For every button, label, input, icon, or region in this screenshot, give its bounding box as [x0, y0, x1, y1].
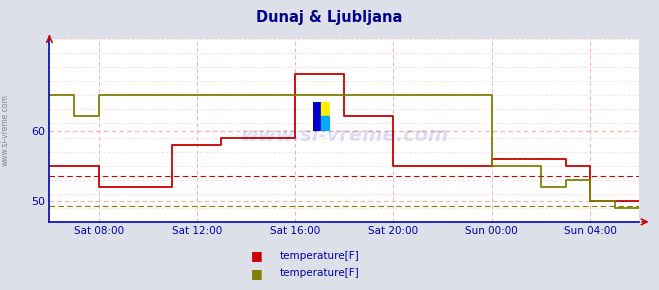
Text: www.si-vreme.com: www.si-vreme.com [240, 126, 449, 146]
Text: ■: ■ [251, 249, 263, 262]
Text: ■: ■ [251, 267, 263, 280]
Bar [313, 102, 322, 130]
Bar [322, 102, 330, 116]
Text: temperature[F]: temperature[F] [280, 268, 360, 278]
Text: www.si-vreme.com: www.si-vreme.com [1, 95, 10, 166]
Text: Dunaj & Ljubljana: Dunaj & Ljubljana [256, 10, 403, 25]
Bar [322, 116, 330, 130]
Text: temperature[F]: temperature[F] [280, 251, 360, 261]
